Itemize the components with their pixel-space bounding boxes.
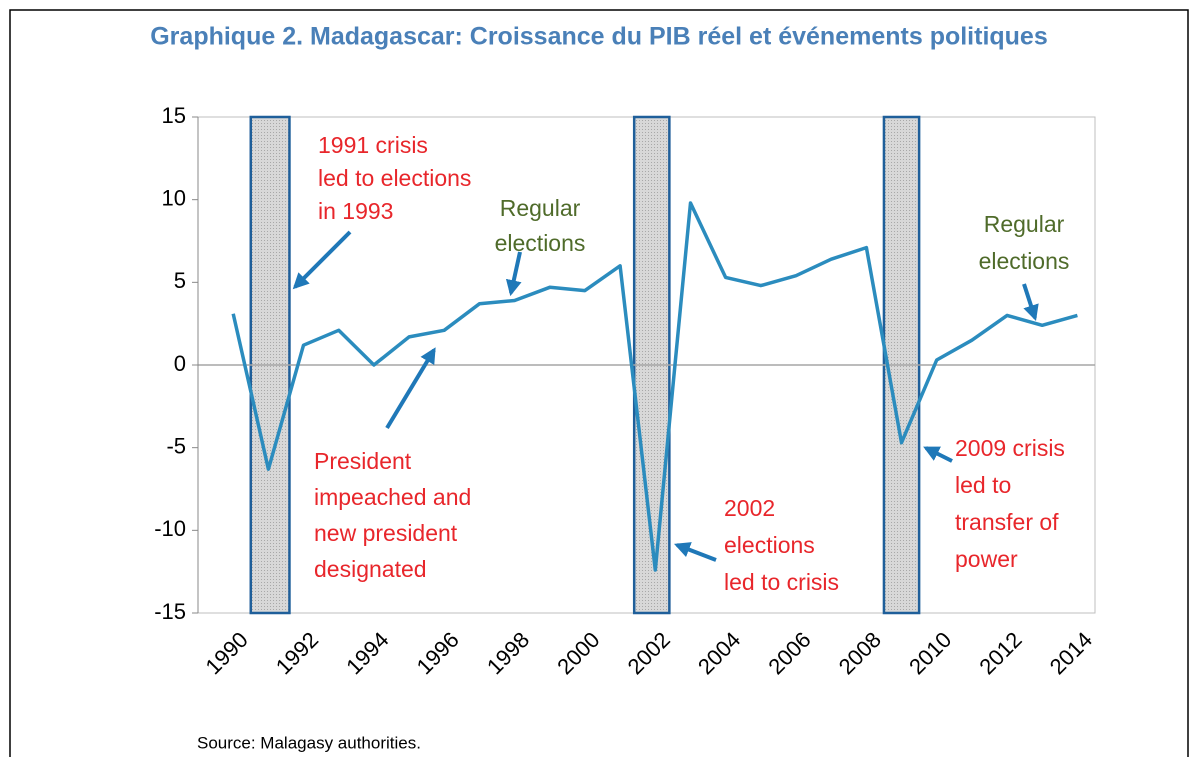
annotation-text: Regular [500,195,581,221]
annotation-arrow [674,542,717,562]
annotation-arrow [385,347,436,430]
x-tick-label: 2004 [693,627,745,679]
x-tick-label: 2008 [834,627,886,679]
source-note: Source: Malagasy authorities. [197,733,421,752]
annotation-text: in 1993 [318,198,393,224]
x-tick-label: 1996 [412,627,464,679]
annotation-text: led to elections [318,165,471,191]
x-tick-label: 2002 [623,627,675,679]
x-tick-label: 2006 [763,627,815,679]
annotation-arrow [292,230,352,290]
x-tick-label: 2014 [1045,627,1097,679]
annotation-text: 2002 [724,495,775,521]
annotation-text: impeached and [314,484,471,510]
annotation-text: led to crisis [724,569,839,595]
annotation-text: elections [979,248,1070,274]
y-tick-label: -5 [166,433,186,458]
y-tick-label: 5 [174,268,186,293]
x-tick-label: 1998 [482,627,534,679]
annotation-text: led to [955,472,1011,498]
y-tick-label: 15 [162,103,186,128]
frame [9,9,1189,757]
annotation-text: 2009 crisis [955,435,1065,461]
x-tick-label: 1992 [271,627,323,679]
annotation-text: power [955,546,1018,572]
annotation-arrow [923,446,953,463]
x-tick-label: 1994 [341,627,393,679]
annotation-arrow [505,251,522,297]
annotation-arrow [1022,283,1039,322]
y-tick-label: -15 [154,599,186,624]
annotation-text: designated [314,556,427,582]
annotation-text: President [314,448,412,474]
annotation-text: Regular [984,211,1065,237]
x-tick-label: 1990 [201,627,253,679]
x-tick-label: 2000 [552,627,604,679]
y-tick-label: 0 [174,351,186,376]
x-tick-label: 2012 [974,627,1026,679]
y-tick-label: -10 [154,516,186,541]
data-line [231,201,1078,572]
annotation-text: 1991 crisis [318,132,428,158]
annotation-text: elections [495,230,586,256]
annotation-text: transfer of [955,509,1059,535]
chart-title: Graphique 2. Madagascar: Croissance du P… [150,23,1048,51]
annotation-text: elections [724,532,815,558]
x-tick-label: 2010 [904,627,956,679]
annotation-text: new president [314,520,458,546]
y-tick-label: 10 [162,185,186,210]
